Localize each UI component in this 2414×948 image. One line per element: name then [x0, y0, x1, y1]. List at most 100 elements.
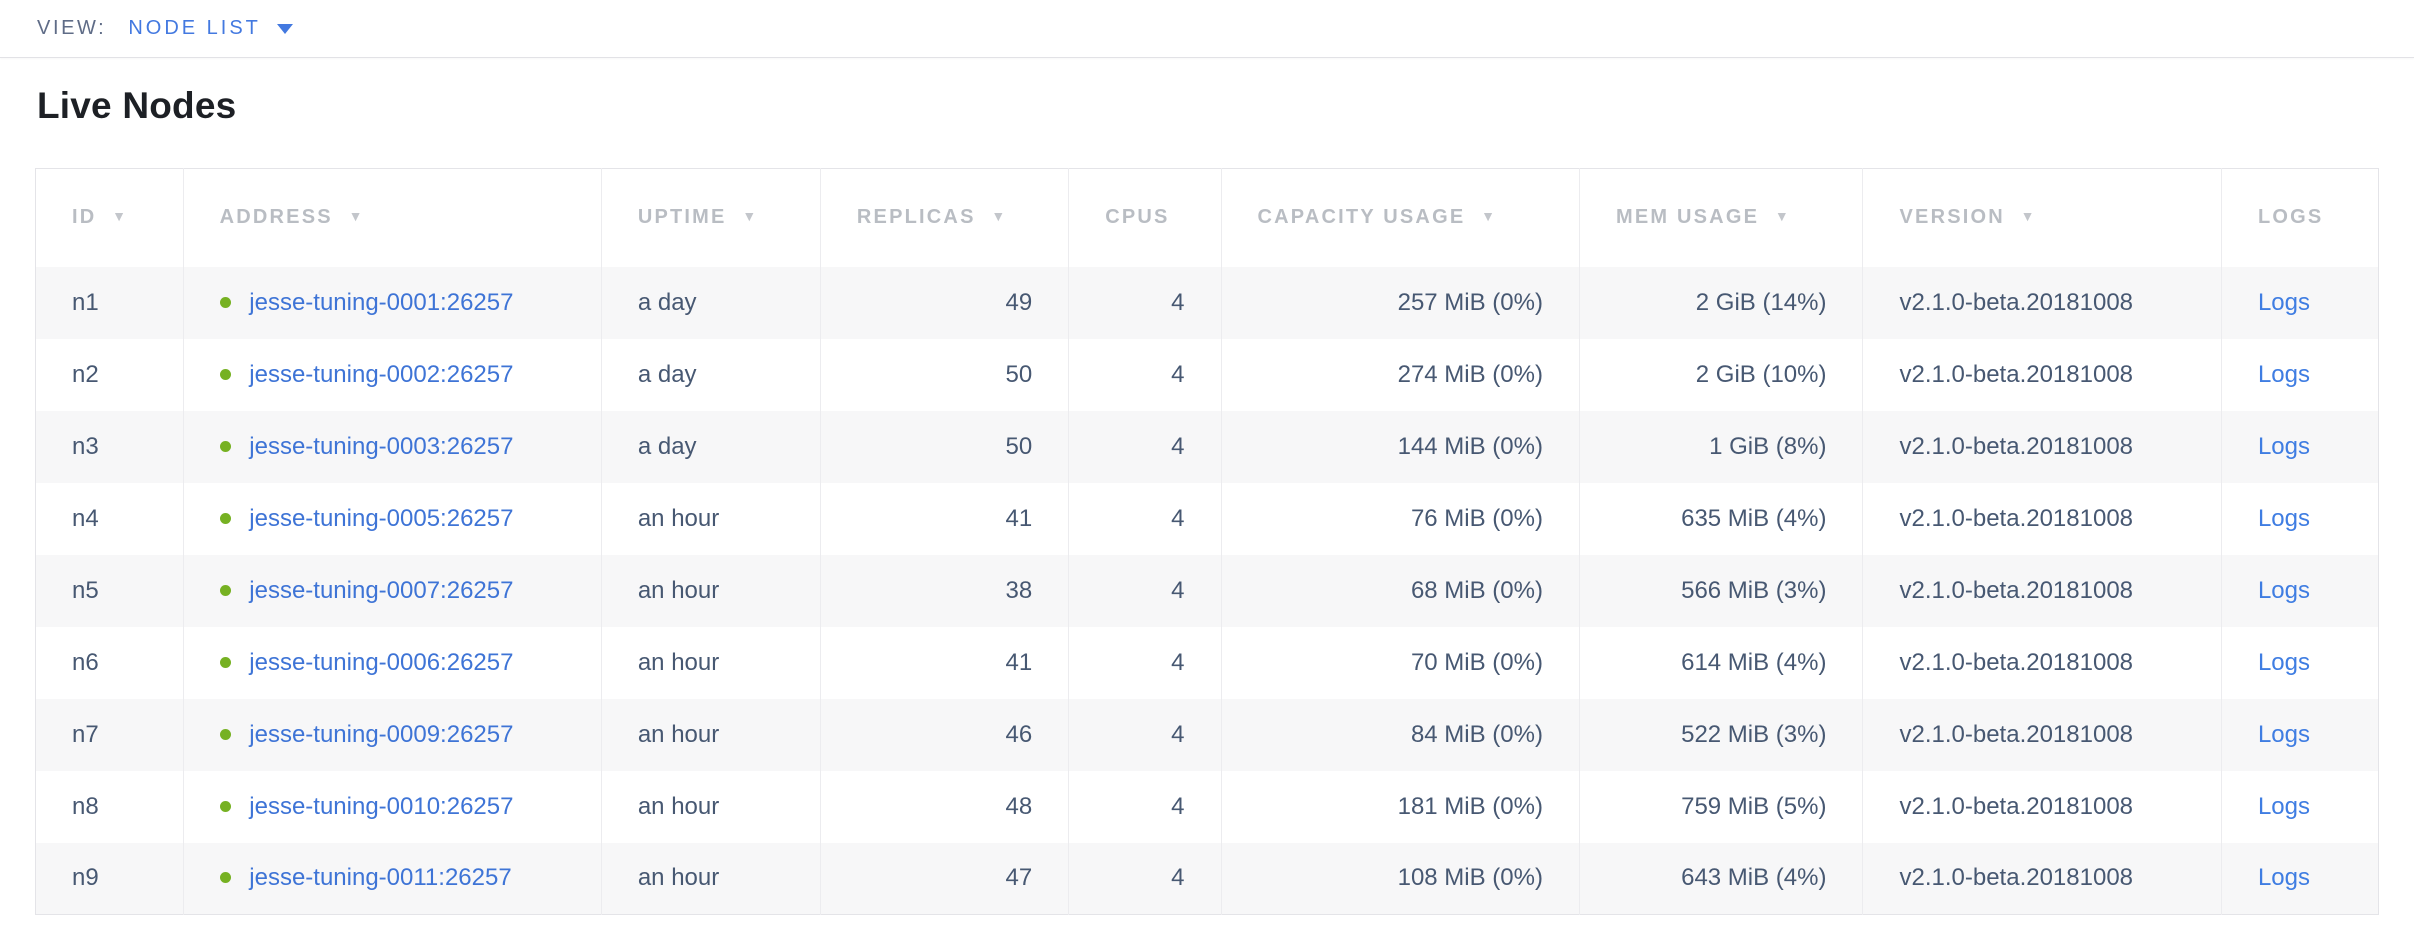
column-header-address[interactable]: ADDRESS ▼: [182, 168, 602, 267]
version-cell: v2.1.0-beta.20181008: [1862, 770, 2222, 843]
view-selector-value: NODE LIST: [128, 17, 261, 39]
capacity-usage-cell: 144 MiB (0%): [1220, 410, 1580, 483]
node-address-link[interactable]: jesse-tuning-0006:26257: [249, 648, 514, 676]
node-address-link[interactable]: jesse-tuning-0002:26257: [249, 360, 514, 388]
version-cell: v2.1.0-beta.20181008: [1862, 338, 2222, 411]
logs-link[interactable]: Logs: [2257, 720, 2310, 748]
table-row: n3 jesse-tuning-0003:26257 a day 50 4 14…: [35, 410, 2379, 483]
mem-usage-cell: 614 MiB (4%): [1578, 626, 1863, 699]
column-header-replicas[interactable]: REPLICAS ▼: [819, 168, 1069, 267]
column-header-label: LOGS: [2257, 206, 2324, 229]
logs-cell: Logs: [2220, 410, 2379, 483]
logs-cell: Logs: [2220, 626, 2379, 699]
column-header-uptime[interactable]: UPTIME ▼: [600, 168, 821, 267]
mem-usage-cell: 566 MiB (3%): [1578, 554, 1863, 627]
node-id-cell: n3: [72, 432, 99, 460]
replicas-cell: 47: [819, 842, 1069, 915]
cpus-cell: 4: [1068, 842, 1222, 915]
version-cell: v2.1.0-beta.20181008: [1862, 626, 2222, 699]
live-nodes-table: ID ▼ ADDRESS ▼ UPTIME ▼ REPLICAS ▼ CPUS …: [35, 168, 2379, 915]
column-header-label: ID: [72, 206, 97, 229]
node-healthy-status-icon: [219, 512, 231, 524]
node-address-cell: jesse-tuning-0001:26257: [182, 266, 602, 339]
node-id-cell: n1: [72, 288, 99, 316]
sort-arrow-icon: ▼: [742, 208, 759, 225]
view-selector-dropdown[interactable]: NODE LIST: [128, 17, 293, 40]
version-cell: v2.1.0-beta.20181008: [1862, 842, 2222, 915]
column-header-label: UPTIME: [637, 206, 727, 229]
sort-arrow-icon: ▼: [991, 208, 1008, 225]
logs-link[interactable]: Logs: [2257, 360, 2310, 388]
logs-cell: Logs: [2220, 698, 2379, 771]
mem-usage-cell: 759 MiB (5%): [1578, 770, 1863, 843]
capacity-usage-cell: 108 MiB (0%): [1220, 842, 1580, 915]
logs-link[interactable]: Logs: [2257, 576, 2310, 604]
column-header-label: CPUS: [1105, 206, 1170, 229]
version-cell: v2.1.0-beta.20181008: [1862, 482, 2222, 555]
node-address-link[interactable]: jesse-tuning-0009:26257: [249, 720, 514, 748]
node-healthy-status-icon: [219, 584, 231, 596]
node-address-link[interactable]: jesse-tuning-0010:26257: [249, 792, 514, 820]
column-header-label: CAPACITY USAGE: [1257, 206, 1466, 229]
cpus-cell: 4: [1068, 482, 1222, 555]
capacity-usage-cell: 76 MiB (0%): [1220, 482, 1580, 555]
node-address-link[interactable]: jesse-tuning-0011:26257: [249, 864, 512, 892]
live-nodes-table-container: ID ▼ ADDRESS ▼ UPTIME ▼ REPLICAS ▼ CPUS …: [35, 168, 2379, 915]
cpus-cell: 4: [1068, 266, 1222, 339]
cpus-cell: 4: [1068, 410, 1222, 483]
uptime-cell: a day: [600, 266, 821, 339]
node-healthy-status-icon: [219, 728, 231, 740]
replicas-cell: 49: [819, 266, 1069, 339]
sort-arrow-icon: ▼: [112, 208, 129, 225]
column-header-logs: LOGS: [2220, 168, 2379, 267]
sort-arrow-icon: ▼: [2020, 208, 2037, 225]
node-address-cell: jesse-tuning-0007:26257: [182, 554, 602, 627]
column-header-capacity_usage[interactable]: CAPACITY USAGE ▼: [1220, 168, 1580, 267]
column-header-id[interactable]: ID ▼: [35, 168, 184, 267]
node-address-cell: jesse-tuning-0010:26257: [182, 770, 602, 843]
replicas-cell: 38: [819, 554, 1069, 627]
sort-arrow-icon: ▼: [348, 208, 365, 225]
table-header-row: ID ▼ ADDRESS ▼ UPTIME ▼ REPLICAS ▼ CPUS …: [35, 168, 2379, 267]
replicas-cell: 41: [819, 626, 1069, 699]
column-header-label: MEM USAGE: [1615, 206, 1760, 229]
node-address-link[interactable]: jesse-tuning-0005:26257: [249, 504, 514, 532]
logs-link[interactable]: Logs: [2257, 792, 2310, 820]
sort-arrow-icon: ▼: [1774, 208, 1791, 225]
table-row: n1 jesse-tuning-0001:26257 a day 49 4 25…: [35, 266, 2379, 339]
column-header-version[interactable]: VERSION ▼: [1862, 168, 2222, 267]
node-address-link[interactable]: jesse-tuning-0003:26257: [249, 432, 514, 460]
table-row: n2 jesse-tuning-0002:26257 a day 50 4 27…: [36, 338, 2379, 411]
column-header-label: VERSION: [1899, 206, 2005, 229]
capacity-usage-cell: 257 MiB (0%): [1220, 266, 1580, 339]
node-id-cell: n9: [72, 864, 99, 892]
capacity-usage-cell: 68 MiB (0%): [1220, 554, 1580, 627]
logs-link[interactable]: Logs: [2257, 504, 2310, 532]
column-header-mem_usage[interactable]: MEM USAGE ▼: [1578, 168, 1863, 267]
capacity-usage-cell: 274 MiB (0%): [1220, 338, 1580, 411]
uptime-cell: an hour: [600, 626, 821, 699]
logs-link[interactable]: Logs: [2257, 864, 2310, 892]
mem-usage-cell: 2 GiB (14%): [1578, 266, 1863, 339]
table-row: n9 jesse-tuning-0011:26257 an hour 47 4 …: [35, 842, 2379, 915]
uptime-cell: an hour: [600, 554, 821, 627]
uptime-cell: an hour: [600, 698, 821, 771]
column-header-label: ADDRESS: [219, 206, 333, 229]
logs-link[interactable]: Logs: [2257, 648, 2310, 676]
logs-cell: Logs: [2220, 482, 2379, 555]
node-address-cell: jesse-tuning-0003:26257: [182, 410, 602, 483]
mem-usage-cell: 635 MiB (4%): [1578, 482, 1863, 555]
node-address-cell: jesse-tuning-0011:26257: [182, 842, 602, 915]
node-id-cell: n7: [72, 720, 99, 748]
node-address-link[interactable]: jesse-tuning-0007:26257: [249, 576, 514, 604]
node-address-cell: jesse-tuning-0002:26257: [182, 338, 602, 411]
uptime-cell: a day: [600, 338, 821, 411]
logs-link[interactable]: Logs: [2257, 432, 2310, 460]
logs-cell: Logs: [2220, 770, 2379, 843]
node-address-cell: jesse-tuning-0005:26257: [182, 482, 602, 555]
node-address-link[interactable]: jesse-tuning-0001:26257: [249, 288, 514, 316]
sort-arrow-icon: ▼: [1481, 208, 1498, 225]
logs-link[interactable]: Logs: [2257, 288, 2310, 316]
mem-usage-cell: 2 GiB (10%): [1578, 338, 1863, 411]
mem-usage-cell: 1 GiB (8%): [1578, 410, 1863, 483]
